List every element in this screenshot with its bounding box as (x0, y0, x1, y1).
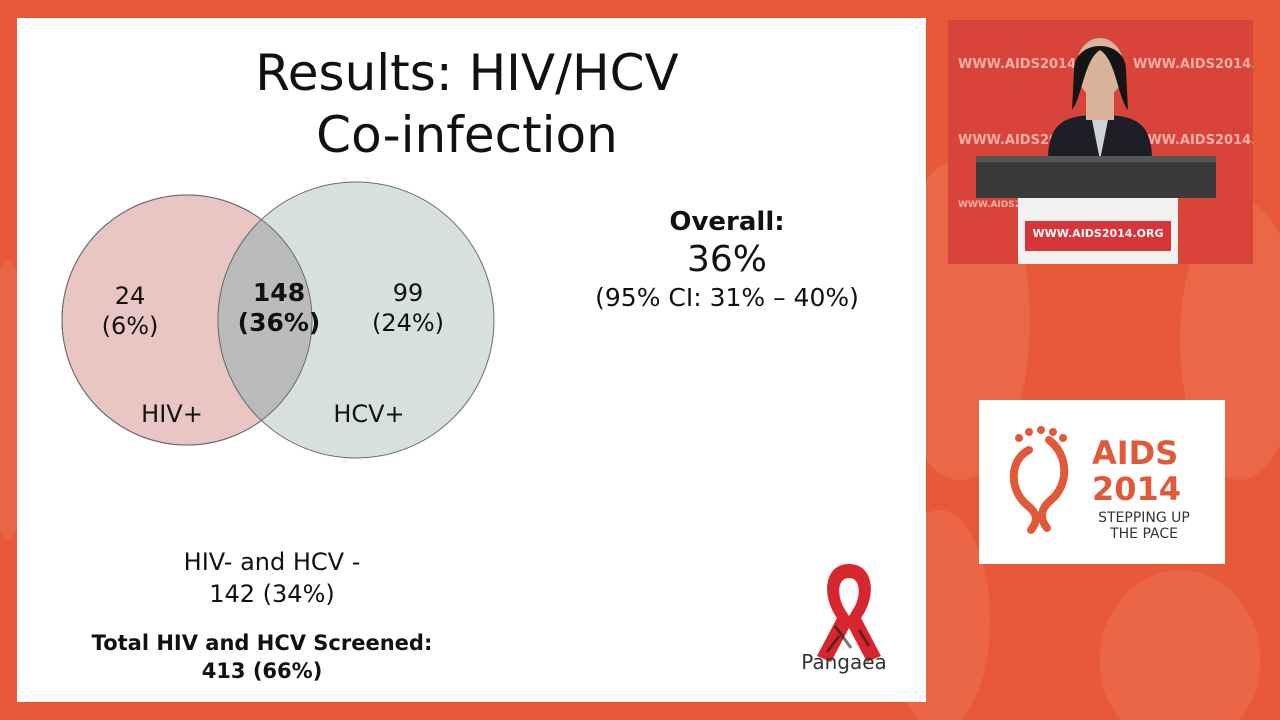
speaker-scene: WWW.AIDS2014.ORG WWW.AIDS2014.ORG WWW.AI… (948, 20, 1253, 264)
overlap-region (217, 195, 312, 445)
svg-text:WWW.AIDS2014.ORG: WWW.AIDS2014.ORG (1133, 57, 1253, 72)
hiv-label: HIV+ (141, 400, 203, 428)
logo-title-line1: AIDS (1092, 434, 1179, 472)
negative-value: 142 (34%) (209, 580, 335, 608)
footprints-icon (1009, 426, 1069, 534)
total-label: Total HIV and HCV Screened: (91, 631, 433, 655)
banner-text: WWW.AIDS2014.ORG (958, 200, 1018, 210)
logo-tagline-2: THE PACE (1110, 526, 1178, 542)
logo-tagline-1: STEPPING UP (1098, 510, 1190, 526)
title-line-2: Co-infection (316, 106, 618, 164)
overlap-count: 148 (253, 278, 305, 307)
title-line-1: Results: HIV/HCV (255, 44, 679, 102)
hiv-only-percent: (6%) (102, 312, 159, 340)
hcv-only-percent: (24%) (372, 309, 444, 337)
hiv-only-count: 24 (115, 282, 146, 310)
overlap-percent: (36%) (238, 308, 321, 337)
logo-tagline: STEPPING UP THE PACE (1089, 510, 1199, 542)
total-value: 413 (66%) (201, 659, 323, 683)
aids-2014-logo: AIDS 2014 STEPPING UP THE PACE (979, 400, 1225, 564)
overall-summary: Overall: 36% (95% CI: 31% – 40%) (547, 206, 907, 314)
pangaea-logo-text: Pangaea (801, 650, 887, 674)
podium-sign: WWW.AIDS2014.ORG (1032, 227, 1164, 240)
negative-summary: HIV- and HCV - 142 (34%) (117, 546, 427, 610)
overall-label: Overall: (669, 207, 785, 237)
svg-text:WWW.AIDS2014.ORG: WWW.AIDS2014.ORG (1133, 133, 1253, 148)
negative-label: HIV- and HCV - (183, 548, 361, 576)
hcv-only-count: 99 (393, 279, 424, 307)
red-ribbon-icon (817, 564, 881, 662)
logo-title-line2: 2014 (1092, 470, 1182, 508)
hcv-label: HCV+ (333, 400, 404, 428)
overall-confidence-interval: (95% CI: 31% – 40%) (595, 283, 859, 312)
overall-value: 36% (686, 239, 767, 280)
speaker-video: WWW.AIDS2014.ORG WWW.AIDS2014.ORG WWW.AI… (948, 20, 1253, 264)
presentation-slide: Results: HIV/HCV Co-infection 24 (6%) HI… (17, 18, 926, 702)
slide-title: Results: HIV/HCV Co-infection (137, 42, 797, 166)
venn-diagram: 24 (6%) HIV+ 148 (36%) 99 (24%) HCV+ (61, 181, 495, 459)
total-summary: Total HIV and HCV Screened: 413 (66%) (57, 629, 467, 685)
